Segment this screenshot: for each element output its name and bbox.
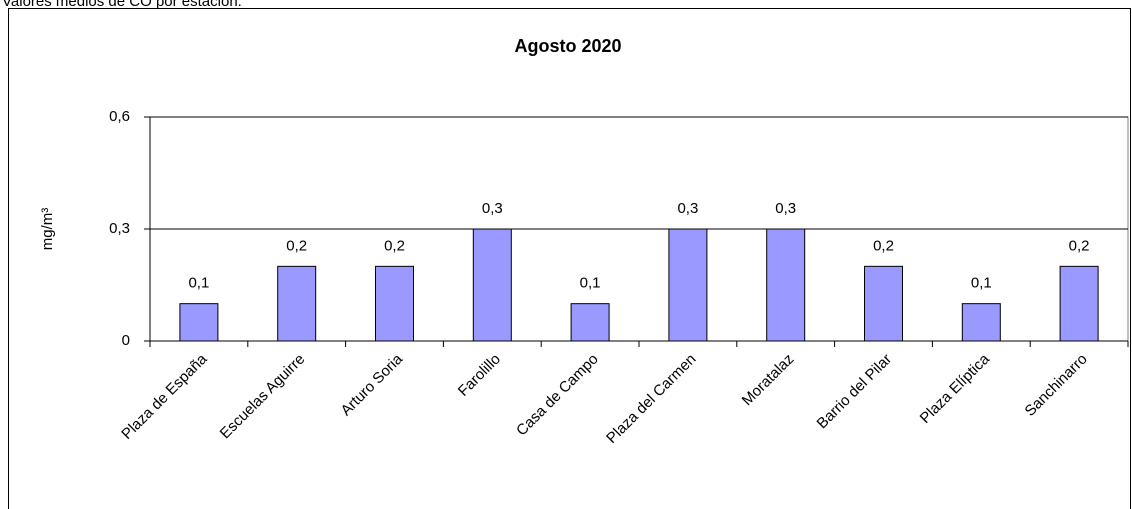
x-tick-label: Escuelas Aguirre [217, 351, 309, 443]
bar [766, 228, 806, 342]
value-label: 0,1 [188, 275, 209, 292]
value-label: 0,2 [384, 237, 405, 254]
x-tick-label: Sanchinarro [1022, 351, 1091, 420]
value-label: 0,1 [971, 275, 992, 292]
x-tick-label: Casa de Campo [513, 351, 602, 440]
value-label: 0,2 [286, 237, 307, 254]
bar [668, 228, 708, 342]
value-label: 0,3 [677, 200, 698, 217]
x-tick-label: Barrio del Pilar [814, 351, 896, 433]
chart-title: Agosto 2020 [514, 36, 621, 56]
y-tick-label: 0 [122, 332, 130, 349]
bar [1059, 265, 1099, 342]
page-heading: Valores medios de CO por estación: [2, 0, 242, 10]
bar [277, 265, 317, 342]
x-tick-label: Farolillo [455, 351, 504, 400]
bar [961, 303, 1001, 342]
x-tick-label: Plaza del Carmen [603, 351, 699, 447]
y-tick-label: 0,3 [109, 220, 130, 237]
value-label: 0,3 [482, 200, 503, 217]
x-tick-label: Arturo Soria [338, 350, 407, 419]
bar [570, 303, 610, 342]
bar [179, 303, 219, 342]
bar [375, 265, 414, 342]
value-label: 0,3 [775, 200, 796, 217]
chart-frame [8, 8, 1131, 509]
value-label: 0,1 [580, 275, 601, 292]
y-tick-label: 0,6 [109, 108, 130, 125]
value-label: 0,2 [1069, 237, 1090, 254]
x-tick-label: Moratalaz [739, 351, 798, 410]
bar [472, 228, 512, 342]
x-tick-label: Plaza de España [118, 350, 211, 443]
bar [864, 265, 903, 342]
x-tick-label: Plaza Elíptica [917, 350, 994, 427]
y-axis-label: mg/m³ [39, 208, 56, 251]
value-label: 0,2 [873, 237, 894, 254]
